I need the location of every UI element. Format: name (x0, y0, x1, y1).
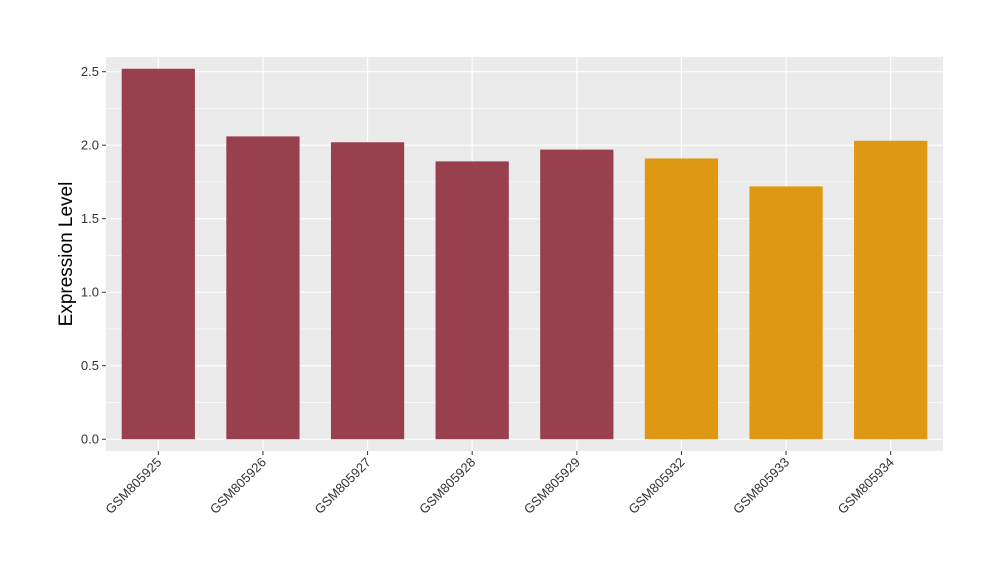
bar-GSM805926 (226, 136, 300, 440)
y-tick-label: 2.0 (81, 138, 99, 153)
y-tick-label: 0.5 (81, 358, 99, 373)
x-tick-label: GSM805932 (625, 455, 687, 517)
bar-GSM805932 (644, 158, 719, 440)
bars (121, 68, 928, 440)
bar-GSM805928 (435, 161, 509, 440)
x-tick-label: GSM805929 (521, 455, 583, 517)
x-axis-ticks: GSM805925 GSM805926 GSM805927 GSM805928 GSM8… (102, 451, 897, 517)
x-tick-label: GSM805933 (730, 455, 792, 517)
bar-GSM805925 (121, 68, 195, 440)
x-tick-label: GSM805926 (207, 455, 269, 517)
bar-GSM805933 (749, 186, 823, 440)
y-tick-label: 1.0 (81, 285, 99, 300)
bar-GSM805929 (540, 149, 614, 440)
bar-GSM805927 (330, 142, 405, 440)
x-tick-label: GSM805928 (416, 455, 478, 517)
x-tick-label: GSM805934 (835, 455, 897, 517)
x-tick-label: GSM805925 (102, 455, 164, 517)
y-tick-label: 0.0 (81, 432, 99, 447)
y-tick-label: 2.5 (81, 64, 99, 79)
x-tick-label: GSM805927 (311, 455, 373, 517)
bar-GSM805934 (854, 140, 928, 440)
y-axis-title: Expression Level (56, 182, 77, 327)
y-axis-ticks: 0.0 0.5 1.0 1.5 2.0 2.5 (81, 64, 106, 447)
y-tick-label: 1.5 (81, 211, 99, 226)
